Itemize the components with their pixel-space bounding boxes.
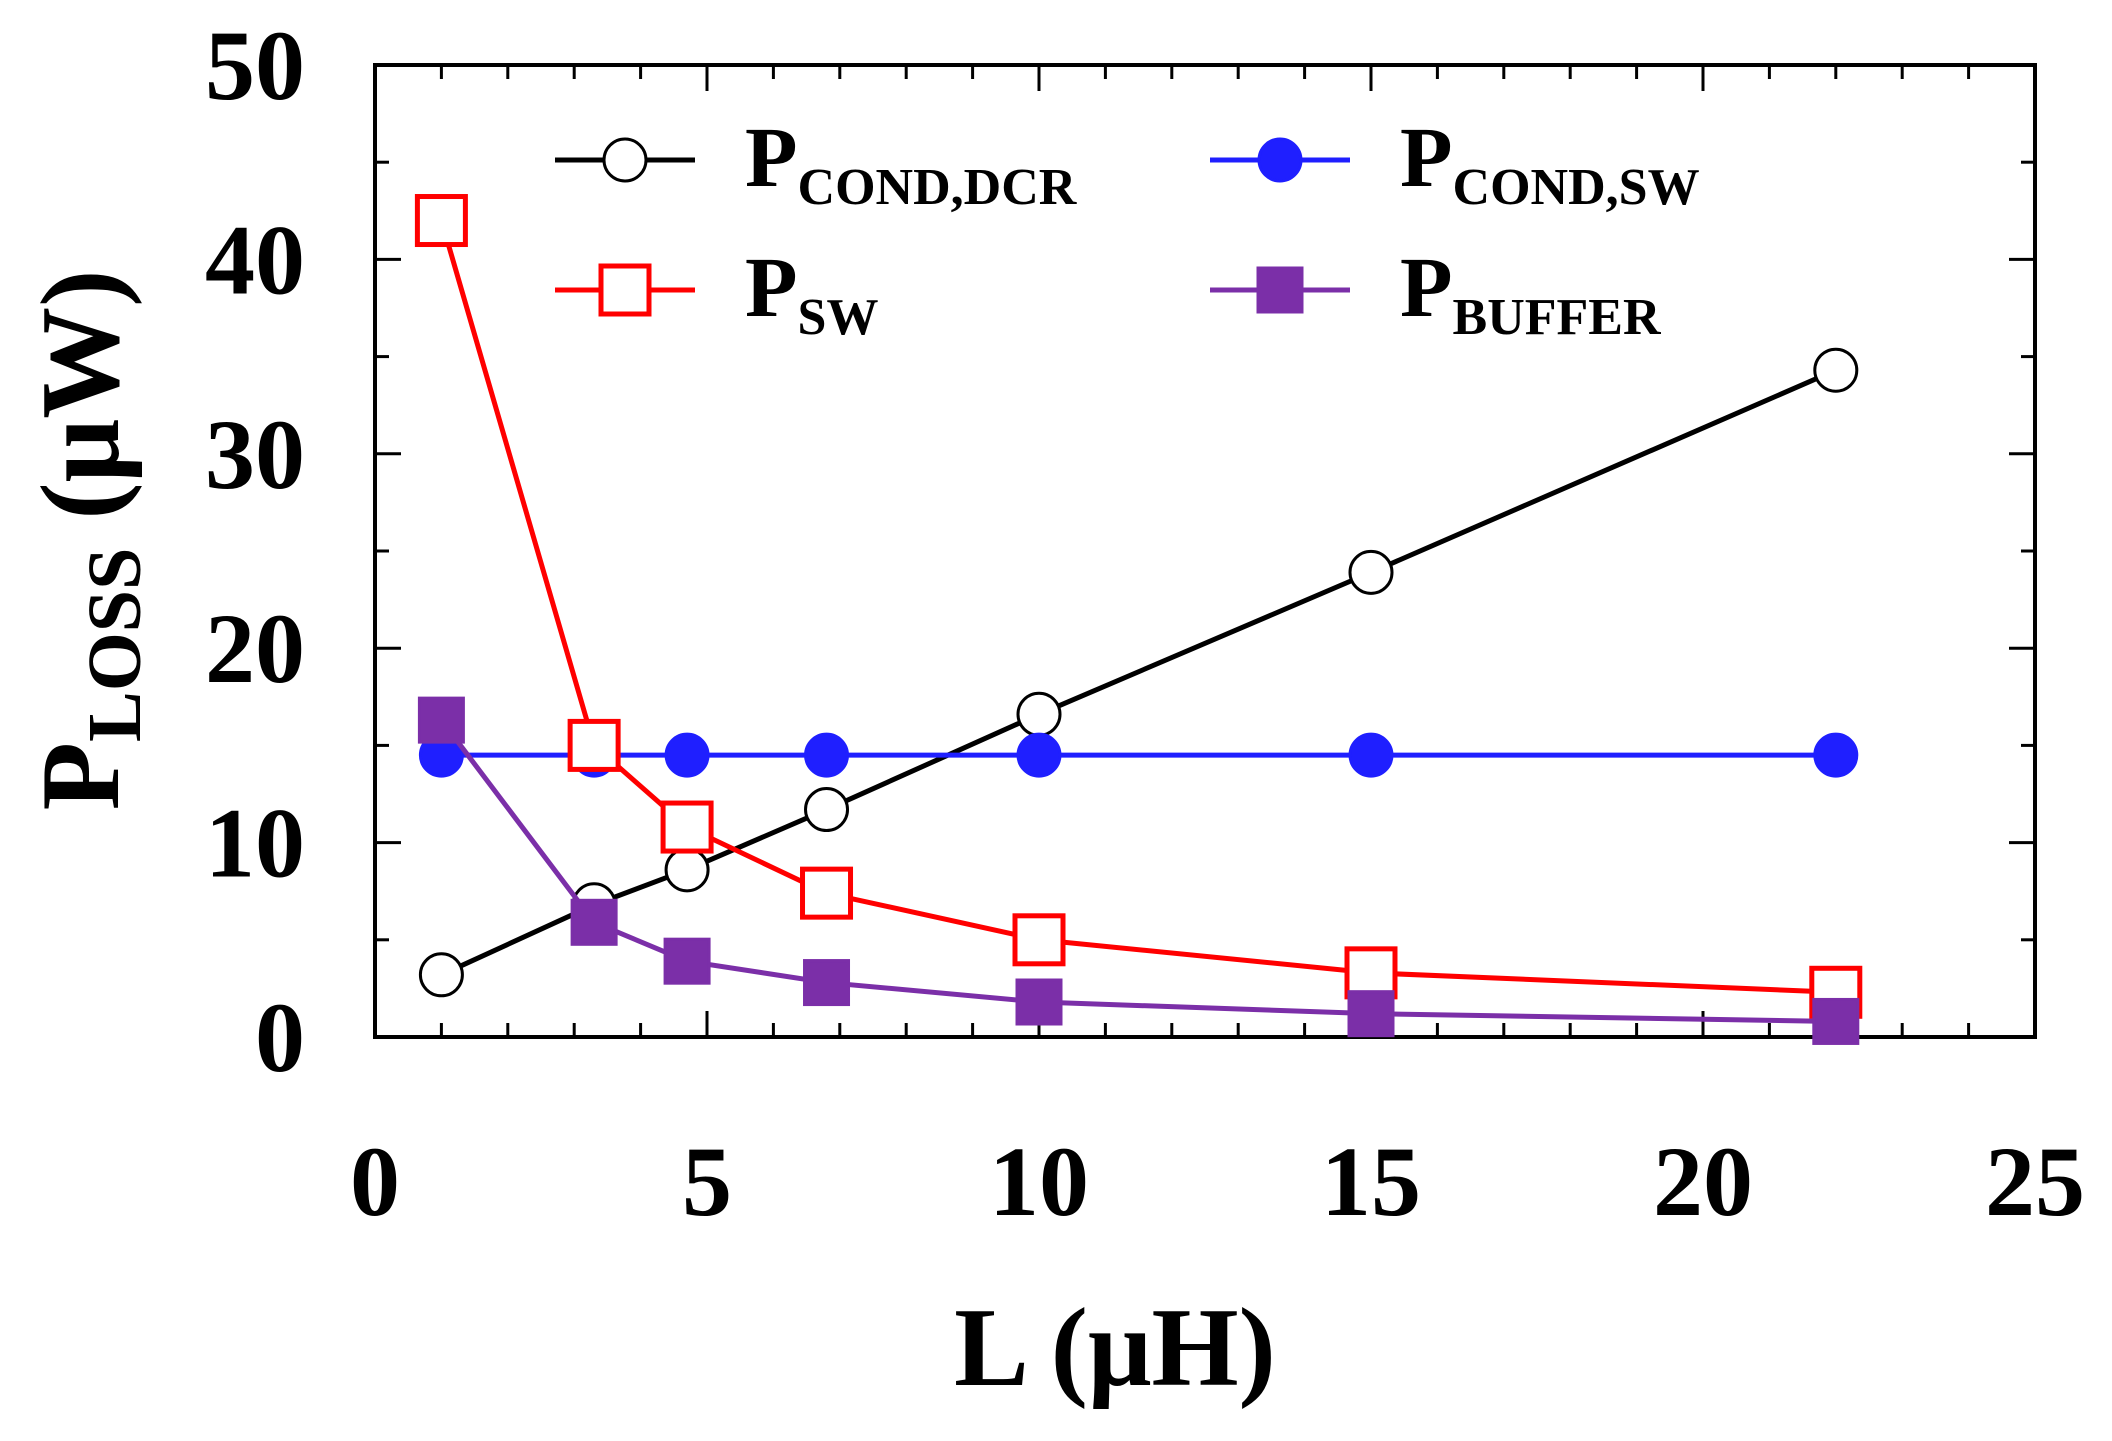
- x-tick-labels: 0 5 10 15 20 25: [350, 1126, 2085, 1237]
- legend-label-main: P: [1400, 109, 1453, 205]
- legend-label-sub: BUFFER: [1453, 289, 1662, 346]
- legend-marker: [598, 263, 652, 317]
- data-point: [664, 732, 710, 778]
- y-tick-labels: 0 10 20 30 40 50: [205, 10, 305, 1093]
- legend-entry: PSW: [555, 239, 878, 346]
- data-point: [567, 718, 621, 772]
- x-tick-label: 10: [989, 1126, 1089, 1237]
- data-point: [1016, 691, 1062, 737]
- x-tick-label: 15: [1321, 1126, 1421, 1237]
- data-point: [1813, 347, 1859, 393]
- data-point: [1015, 978, 1063, 1026]
- series-cond-dcr: [418, 347, 1859, 998]
- legend-label: PCOND,SW: [1400, 109, 1700, 216]
- x-tick-label: 20: [1653, 1126, 1753, 1237]
- legend-label-sub: COND,DCR: [798, 159, 1078, 216]
- data-point: [1812, 997, 1860, 1045]
- legend-label-sub: SW: [798, 289, 879, 346]
- x-tick-label: 25: [1985, 1126, 2085, 1237]
- data-point: [417, 696, 465, 744]
- data-point: [570, 898, 618, 946]
- data-point: [664, 847, 710, 893]
- y-axis-title-main: P: [19, 742, 143, 810]
- legend-label-sub: COND,SW: [1453, 159, 1700, 216]
- y-tick-label: 10: [205, 788, 305, 899]
- y-tick-label: 50: [205, 10, 305, 121]
- legend-entry: PCOND,DCR: [555, 109, 1078, 216]
- y-tick-label: 20: [205, 593, 305, 704]
- data-point: [1344, 946, 1398, 1000]
- legend-label-main: P: [745, 239, 798, 335]
- data-point: [418, 952, 464, 998]
- series-cond-sw: [418, 732, 1859, 778]
- legend-marker: [1257, 137, 1303, 183]
- series-line: [439, 718, 1836, 1024]
- x-axis-title: L (μH): [954, 1286, 1276, 1410]
- data-point: [804, 732, 850, 778]
- y-tick-label: 0: [255, 982, 305, 1093]
- y-axis-title-sub: LOSS: [73, 548, 157, 742]
- series-sw: [414, 194, 1863, 1019]
- data-point: [414, 194, 468, 248]
- data-point: [1012, 913, 1066, 967]
- data-point: [663, 937, 711, 985]
- legend-label: PSW: [745, 239, 878, 346]
- data-point: [1348, 549, 1394, 595]
- legend-label: PCOND,DCR: [745, 109, 1078, 216]
- legend-label-main: P: [1400, 239, 1453, 335]
- series-line: [440, 367, 1837, 978]
- data-point: [1016, 732, 1062, 778]
- data-point: [660, 800, 714, 854]
- y-axis-title-unit: (μW): [19, 270, 143, 548]
- legend-marker: [602, 137, 648, 183]
- axis-ticks: [373, 63, 2037, 1039]
- data-point: [1348, 732, 1394, 778]
- legend-entry: PCOND,SW: [1210, 109, 1700, 216]
- x-tick-label: 5: [682, 1126, 732, 1237]
- x-tick-label: 0: [350, 1126, 400, 1237]
- legend-entry: PBUFFER: [1210, 239, 1662, 346]
- legend-label-main: P: [745, 109, 798, 205]
- legend-marker: [1256, 266, 1304, 314]
- legend-label: PBUFFER: [1400, 239, 1662, 346]
- y-tick-label: 40: [205, 204, 305, 315]
- data-point: [804, 787, 850, 833]
- data-point: [803, 959, 851, 1007]
- data-point: [1813, 732, 1859, 778]
- series-group: [414, 194, 1863, 1045]
- y-axis-title: PLOSS (μW): [19, 270, 157, 811]
- series-buffer: [417, 696, 1860, 1045]
- data-point: [1347, 990, 1395, 1038]
- data-point: [800, 866, 854, 920]
- y-tick-label: 30: [205, 399, 305, 510]
